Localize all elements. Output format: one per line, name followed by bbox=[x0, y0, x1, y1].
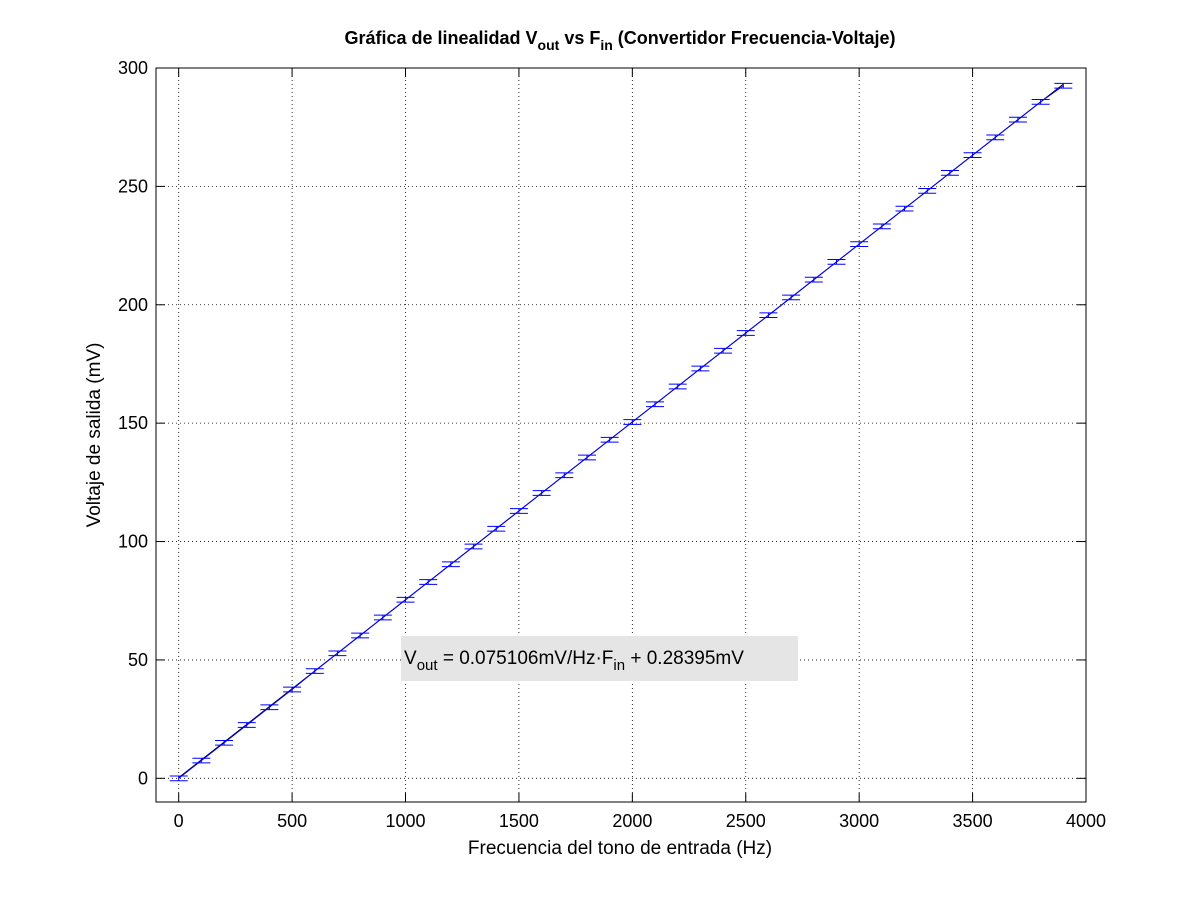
data-point-errorbar bbox=[895, 205, 914, 212]
data-point-errorbar bbox=[1008, 116, 1027, 123]
eq-middle: = 0.075106mV/Hz·F bbox=[438, 648, 614, 669]
data-point-errorbar bbox=[237, 722, 256, 728]
title-suffix: (Convertidor Frecuencia-Voltaje) bbox=[613, 28, 896, 48]
title-middle: vs F bbox=[559, 28, 600, 48]
data-point-errorbar bbox=[441, 561, 460, 568]
x-tick-label: 3500 bbox=[953, 811, 993, 831]
x-tick-label: 1500 bbox=[499, 811, 539, 831]
data-point-errorbar bbox=[963, 152, 982, 159]
x-tick-label: 4000 bbox=[1066, 811, 1106, 831]
eq-suffix: + 0.28395mV bbox=[625, 648, 744, 669]
data-point-errorbar bbox=[736, 330, 755, 336]
x-tick-label: 0 bbox=[174, 811, 184, 831]
y-tick-label: 300 bbox=[118, 58, 148, 78]
data-point-errorbar bbox=[373, 614, 392, 621]
title-sub-out: out bbox=[538, 37, 560, 53]
data-point-errorbar bbox=[1031, 98, 1050, 105]
data-point-errorbar bbox=[1054, 82, 1073, 89]
data-point-errorbar bbox=[668, 383, 687, 390]
annotation-background bbox=[401, 636, 798, 681]
x-axis-label: Frecuencia del tono de entrada (Hz) bbox=[468, 838, 772, 859]
data-point-errorbar bbox=[419, 579, 438, 585]
y-tick-label: 250 bbox=[118, 176, 148, 196]
chart-title: Gráfica de linealidad Vout vs Fin (Conve… bbox=[344, 28, 895, 53]
data-series-line bbox=[178, 85, 1064, 779]
data-point-errorbar bbox=[986, 134, 1005, 141]
data-point-errorbar bbox=[351, 632, 370, 639]
x-tick-label: 3000 bbox=[839, 811, 879, 831]
x-tick-label: 2500 bbox=[726, 811, 766, 831]
y-tick-label: 150 bbox=[118, 413, 148, 433]
x-tick-label: 2000 bbox=[612, 811, 652, 831]
x-tick-label: 1000 bbox=[385, 811, 425, 831]
annotation-box: Vout = 0.075106mV/Hz·Fin + 0.28395mV bbox=[401, 636, 798, 681]
data-point-errorbar bbox=[714, 347, 733, 354]
data-point-errorbar bbox=[169, 775, 188, 782]
data-point-errorbar bbox=[782, 294, 801, 301]
eq-sub-out: out bbox=[417, 657, 439, 674]
data-point-errorbar bbox=[577, 454, 596, 461]
eq-v: V bbox=[404, 648, 417, 669]
data-point-errorbar bbox=[260, 704, 279, 711]
y-axis-ticks: 0 50 100 150 200 250 300 bbox=[118, 58, 1086, 788]
data-point-errorbar bbox=[464, 543, 483, 550]
title-prefix: Gráfica de linealidad V bbox=[344, 28, 537, 48]
data-point-errorbar bbox=[555, 472, 574, 479]
data-point-errorbar bbox=[487, 525, 506, 532]
eq-sub-in: in bbox=[613, 657, 625, 674]
data-point-errorbar bbox=[759, 312, 778, 319]
fit-equation: Vout = 0.075106mV/Hz·Fin + 0.28395mV bbox=[404, 648, 744, 674]
errorbar-series bbox=[169, 82, 1073, 782]
data-point-errorbar bbox=[804, 276, 823, 283]
y-tick-label: 100 bbox=[118, 532, 148, 552]
data-point-errorbar bbox=[691, 365, 710, 372]
data-point-errorbar bbox=[532, 490, 551, 496]
data-point-errorbar bbox=[283, 686, 302, 693]
x-axis-ticks: 0 500 1000 1500 2000 2500 3000 3500 4000 bbox=[174, 68, 1106, 831]
data-point-errorbar bbox=[827, 259, 846, 265]
data-point-errorbar bbox=[850, 241, 869, 248]
data-point-errorbar bbox=[305, 668, 324, 674]
data-point-errorbar bbox=[600, 436, 619, 443]
data-point-errorbar bbox=[215, 739, 234, 746]
data-point-errorbar bbox=[872, 223, 891, 230]
data-point-errorbar bbox=[328, 650, 347, 657]
data-point-errorbar bbox=[192, 757, 211, 764]
data-point-errorbar bbox=[646, 401, 665, 408]
x-tick-label: 500 bbox=[277, 811, 307, 831]
y-tick-label: 50 bbox=[128, 650, 148, 670]
data-point-errorbar bbox=[396, 596, 415, 603]
title-sub-in: in bbox=[600, 37, 612, 53]
y-tick-label: 0 bbox=[138, 768, 148, 788]
y-tick-label: 200 bbox=[118, 295, 148, 315]
data-point-errorbar bbox=[623, 419, 642, 425]
plot-area-frame bbox=[155, 67, 1087, 803]
data-point-errorbar bbox=[509, 508, 528, 514]
y-axis-label: Voltaje de salida (mV) bbox=[84, 343, 105, 528]
data-point-errorbar bbox=[918, 188, 937, 194]
data-point-errorbar bbox=[940, 170, 959, 176]
